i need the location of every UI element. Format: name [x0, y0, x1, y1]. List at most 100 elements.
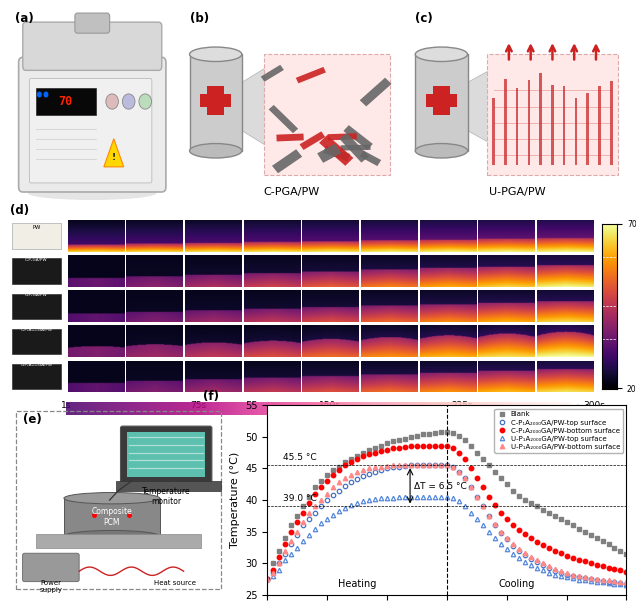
Bar [200, 94, 231, 106]
U-P₁A₂₀₀₀GA/PW-top surface [461, 503, 469, 510]
Polygon shape [242, 66, 268, 147]
U-P₁A₂₀₀₀GA/PW-bottom surface [347, 471, 355, 478]
Ellipse shape [64, 492, 160, 504]
Blank [335, 463, 343, 470]
Bar [492, 98, 495, 165]
Bar [610, 82, 612, 165]
Text: Composite
PCM: Composite PCM [92, 507, 132, 527]
Polygon shape [319, 135, 354, 166]
Bar [586, 93, 589, 165]
U-P₁A₂₀₀₀GA/PW-top surface [485, 528, 493, 535]
U-P₁A₂₀₀₀GA/PW-top surface [335, 507, 343, 515]
Bar [127, 432, 205, 477]
Bar [190, 54, 242, 151]
Text: 300s: 300s [583, 401, 605, 410]
Blank [581, 528, 588, 535]
Polygon shape [323, 146, 350, 161]
Text: U-PGA/PW: U-PGA/PW [489, 187, 546, 197]
Text: Cooling: Cooling [499, 579, 535, 590]
Text: 0.85 wt%: 0.85 wt% [69, 364, 99, 369]
Blank [347, 455, 355, 463]
C-P₁A₂₀₀₀GA/PW-bottom surface [461, 455, 469, 463]
Ellipse shape [64, 530, 160, 542]
C-P₁A₂₀₀₀GA/PW-bottom surface [335, 466, 343, 474]
Bar [504, 79, 507, 165]
Line: U-P₁A₂₀₀₀GA/PW-top surface: U-P₁A₂₀₀₀GA/PW-top surface [265, 495, 628, 587]
C-P₁A₂₀₀₀GA/PW-top surface [335, 487, 343, 494]
Bar [539, 73, 542, 165]
C-P₁A₂₀₀₀GA/PW-bottom surface [389, 445, 397, 452]
Blank [485, 461, 493, 469]
Polygon shape [272, 149, 302, 173]
Text: 225s: 225s [452, 401, 473, 410]
Text: Power
supply: Power supply [39, 580, 62, 593]
Bar [36, 534, 201, 547]
Text: (d): (d) [10, 204, 29, 217]
FancyBboxPatch shape [75, 13, 109, 33]
C-P₁A₂₀₀₀GA/PW-top surface [485, 512, 493, 519]
Polygon shape [261, 65, 284, 82]
Text: 3.07 wt%: 3.07 wt% [69, 294, 99, 299]
Bar [528, 80, 530, 165]
Ellipse shape [415, 47, 467, 62]
Blank [623, 550, 630, 557]
Text: Heating: Heating [338, 579, 377, 590]
U-P₁A₂₀₀₀GA/PW-bottom surface [264, 576, 272, 583]
FancyBboxPatch shape [263, 54, 390, 175]
Text: 1s: 1s [61, 401, 71, 410]
U-P₁A₂₀₀₀GA/PW-bottom surface [335, 479, 343, 486]
FancyBboxPatch shape [23, 22, 162, 70]
Polygon shape [296, 67, 326, 83]
Legend: Blank, C-P₁A₂₀₀₀GA/PW-top surface, C-P₁A₂₀₀₀GA/PW-bottom surface, U-P₁A₂₀₀₀GA/PW: Blank, C-P₁A₂₀₀₀GA/PW-top surface, C-P₁A… [494, 409, 623, 452]
C-P₁A₂₀₀₀GA/PW-top surface [264, 576, 272, 583]
Text: C-PGA/PW: C-PGA/PW [264, 187, 320, 197]
Polygon shape [317, 144, 341, 163]
Text: 45.5 °C: 45.5 °C [284, 453, 317, 462]
FancyBboxPatch shape [29, 79, 152, 183]
C-P₁A₂₀₀₀GA/PW-top surface [461, 474, 469, 481]
Blank [461, 437, 469, 444]
Y-axis label: Temperature (°C): Temperature (°C) [230, 452, 240, 548]
Bar [598, 86, 601, 165]
C-P₁A₂₀₀₀GA/PW-top surface [581, 575, 588, 582]
Text: 150s: 150s [319, 401, 342, 410]
Text: (f): (f) [203, 390, 219, 403]
C-P₁A₂₀₀₀GA/PW-bottom surface [347, 458, 355, 466]
Bar [563, 86, 565, 165]
Polygon shape [300, 132, 325, 150]
Ellipse shape [190, 47, 242, 62]
Text: 39.0 °C: 39.0 °C [284, 493, 317, 503]
Circle shape [43, 91, 48, 97]
Text: Temperature
monitor: Temperature monitor [142, 487, 191, 506]
Bar [36, 88, 95, 115]
Line: Blank: Blank [265, 429, 628, 582]
Text: (e): (e) [23, 413, 41, 426]
U-P₁A₂₀₀₀GA/PW-top surface [623, 581, 630, 588]
C-P₁A₂₀₀₀GA/PW-top surface [347, 479, 355, 486]
Bar [415, 54, 467, 151]
Text: ΔT = 6.5 °C: ΔT = 6.5 °C [414, 481, 467, 490]
U-P₁A₂₀₀₀GA/PW-bottom surface [461, 474, 469, 481]
FancyBboxPatch shape [120, 426, 212, 483]
Ellipse shape [28, 186, 157, 200]
Polygon shape [277, 133, 304, 141]
FancyBboxPatch shape [487, 54, 618, 175]
Ellipse shape [415, 144, 467, 158]
U-P₁A₂₀₀₀GA/PW-top surface [396, 493, 403, 501]
Bar [207, 86, 225, 115]
Polygon shape [360, 150, 381, 166]
C-P₁A₂₀₀₀GA/PW-top surface [407, 461, 415, 469]
Line: U-P₁A₂₀₀₀GA/PW-bottom surface: U-P₁A₂₀₀₀GA/PW-bottom surface [265, 463, 628, 585]
Bar [116, 481, 221, 490]
FancyBboxPatch shape [18, 57, 166, 192]
C-P₁A₂₀₀₀GA/PW-bottom surface [623, 568, 630, 575]
Polygon shape [340, 133, 369, 162]
Blank [443, 428, 451, 435]
Circle shape [106, 94, 118, 109]
Circle shape [122, 94, 135, 109]
U-P₁A₂₀₀₀GA/PW-bottom surface [485, 512, 493, 519]
Text: (c): (c) [415, 12, 433, 25]
Bar [551, 85, 554, 165]
Text: !: ! [112, 153, 116, 162]
U-P₁A₂₀₀₀GA/PW-bottom surface [581, 574, 588, 581]
